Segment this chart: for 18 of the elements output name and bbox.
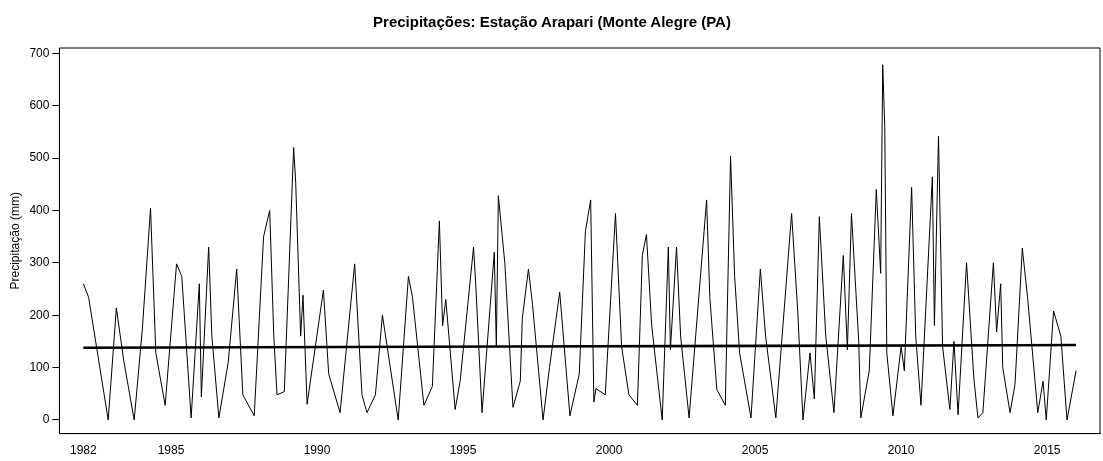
y-tick-label: 600 bbox=[29, 97, 50, 112]
x-tick-label: 2000 bbox=[595, 443, 623, 458]
x-tick-label: 2015 bbox=[1033, 443, 1061, 458]
y-tick-label: 100 bbox=[29, 359, 50, 374]
y-tick-label: 200 bbox=[29, 307, 50, 322]
x-tick-label: 1995 bbox=[449, 443, 477, 458]
x-tick-label: 1990 bbox=[303, 443, 331, 458]
y-tick-label: 300 bbox=[29, 255, 50, 270]
y-tick-label: 400 bbox=[29, 202, 50, 217]
y-axis-title: Precipitação (mm) bbox=[7, 192, 22, 290]
x-tick-label: 2010 bbox=[887, 443, 915, 458]
chart-title: Precipitações: Estação Arapari (Monte Alegre (PA) bbox=[373, 13, 731, 31]
x-tick-label: 2005 bbox=[741, 443, 769, 458]
y-tick-label: 0 bbox=[42, 412, 50, 427]
y-tick-label: 500 bbox=[29, 150, 50, 165]
x-tick-label: 1982 bbox=[70, 443, 98, 458]
y-tick-label: 700 bbox=[29, 45, 50, 60]
x-tick-label: 1985 bbox=[157, 443, 185, 458]
